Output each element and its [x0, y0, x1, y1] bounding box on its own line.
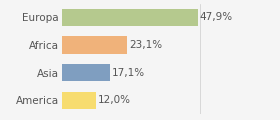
Bar [62, 9, 198, 26]
Bar [62, 92, 96, 109]
Text: 17,1%: 17,1% [112, 68, 145, 78]
Text: 12,0%: 12,0% [97, 95, 130, 105]
Text: 47,9%: 47,9% [200, 12, 233, 22]
Bar [62, 64, 110, 81]
Bar [62, 36, 127, 54]
Text: 23,1%: 23,1% [129, 40, 162, 50]
